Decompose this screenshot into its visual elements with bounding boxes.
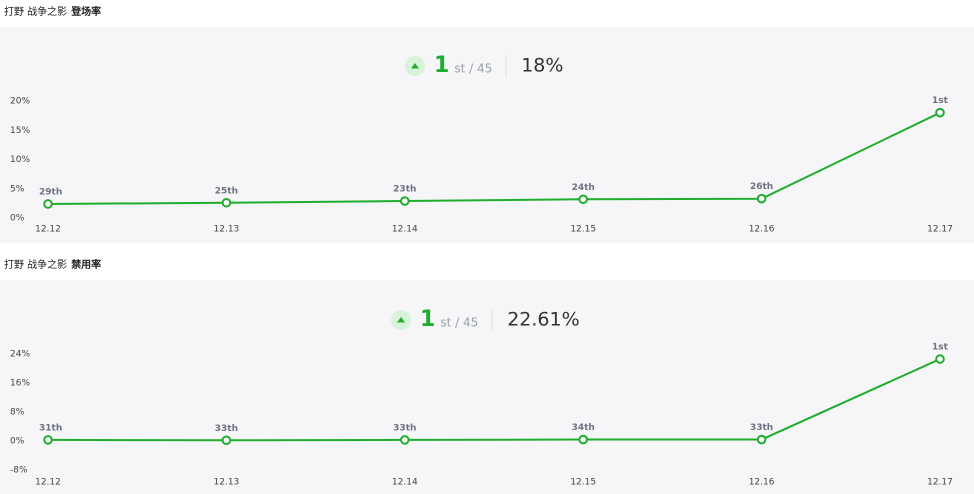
- rank: 1: [434, 53, 449, 78]
- headline-value: 18%: [521, 55, 563, 77]
- rank-arrow: [411, 63, 419, 69]
- rank-label: 23th: [393, 185, 416, 195]
- point: [400, 196, 410, 206]
- rank-label: 25th: [215, 186, 238, 196]
- point: [400, 435, 410, 445]
- y-tick-label: 24%: [10, 350, 30, 360]
- x-tick-label: 12.17: [927, 478, 953, 488]
- x-tick-label: 12.13: [214, 225, 240, 235]
- rank-label: 31th: [39, 423, 62, 433]
- y-tick-label: 0%: [10, 437, 25, 447]
- section-metric: 登场率: [70, 5, 101, 18]
- y-tick-label: 15%: [10, 126, 30, 136]
- x-tick-label: 12.17: [927, 225, 953, 235]
- rank-label: 1st: [932, 96, 949, 106]
- y-tick-label: -8%: [10, 466, 28, 476]
- point: [221, 197, 232, 208]
- point: [935, 107, 945, 118]
- rank-label: 24th: [572, 183, 595, 193]
- line: [47, 111, 941, 205]
- y-tick-label: 10%: [10, 155, 30, 165]
- rank-label: 34th: [572, 423, 595, 433]
- y-tick-label: 20%: [10, 97, 30, 107]
- point: [756, 193, 767, 204]
- rank-label: 1st: [932, 343, 949, 353]
- section-metric: 禁用率: [70, 258, 101, 271]
- y-tick-label: 0%: [10, 214, 25, 224]
- y-tick-label: 5%: [10, 184, 25, 194]
- rank-label: 33th: [750, 423, 773, 433]
- rank-suffix: st / 45: [454, 62, 492, 76]
- panel: [0, 27, 974, 243]
- rank-suffix: st / 45: [440, 316, 478, 330]
- point: [43, 435, 53, 445]
- section-title: 打野 战争之影: [4, 258, 67, 271]
- x-tick-label: 12.15: [570, 478, 596, 488]
- headline-value: 22.61%: [507, 309, 579, 331]
- point: [578, 434, 589, 445]
- x-tick-label: 12.12: [35, 225, 61, 235]
- rank-label: 26th: [750, 182, 773, 192]
- point: [43, 199, 53, 209]
- x-tick-label: 12.16: [749, 225, 775, 235]
- point: [756, 434, 767, 445]
- point: [578, 194, 589, 205]
- x-tick-label: 12.12: [35, 478, 61, 488]
- rank: 1: [420, 307, 435, 332]
- y-tick-label: 8%: [10, 408, 25, 418]
- x-tick-label: 12.14: [392, 478, 418, 488]
- x-tick-label: 12.14: [392, 225, 418, 235]
- point: [935, 354, 945, 364]
- x-tick-label: 12.16: [749, 478, 775, 488]
- section-title: 打野 战争之影: [4, 5, 67, 18]
- rank-label: 29th: [39, 187, 62, 197]
- rank-arrow: [397, 317, 405, 323]
- panel: [0, 280, 974, 494]
- line: [47, 358, 941, 442]
- point: [221, 435, 232, 446]
- x-tick-label: 12.13: [214, 478, 240, 488]
- x-tick-label: 12.15: [570, 225, 596, 235]
- y-tick-label: 16%: [10, 379, 30, 389]
- rank-label: 33th: [215, 424, 238, 434]
- rank-label: 33th: [393, 423, 416, 433]
